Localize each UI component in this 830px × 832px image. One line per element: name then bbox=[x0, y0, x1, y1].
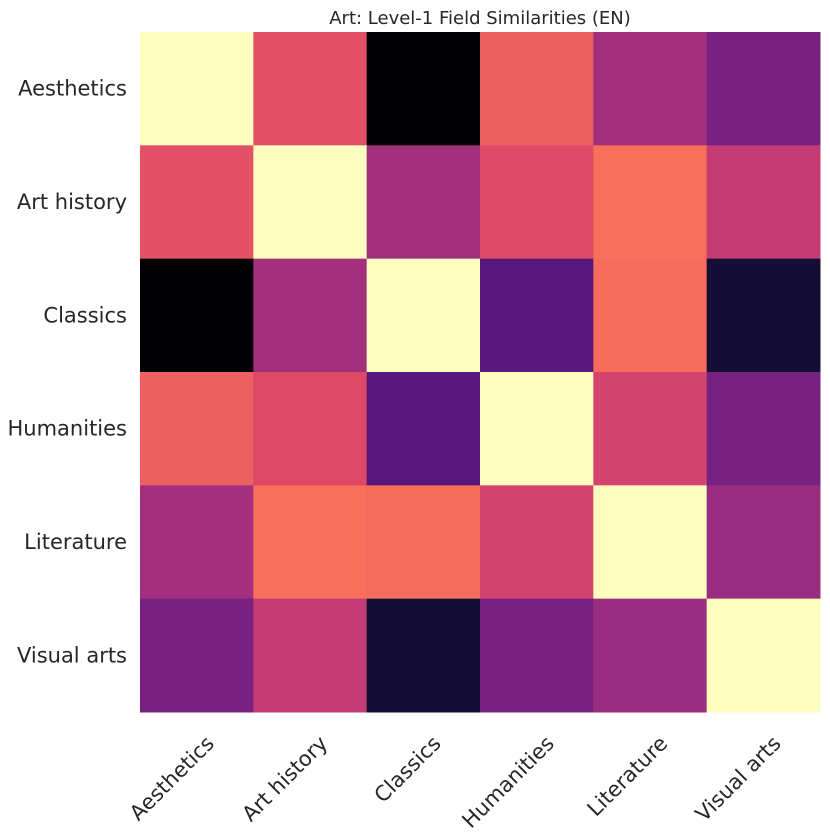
heatmap-cell bbox=[253, 598, 368, 713]
heatmap-cell bbox=[366, 598, 481, 713]
heatmap-cell bbox=[253, 372, 368, 486]
heatmap-cell bbox=[253, 258, 368, 373]
heatmap-cell bbox=[140, 372, 254, 486]
x-tick-label: Visual arts bbox=[691, 731, 786, 826]
heatmap-cell bbox=[140, 32, 254, 146]
heatmap-cell bbox=[593, 372, 708, 486]
heatmap-cell bbox=[366, 485, 481, 600]
heatmap-cell bbox=[140, 598, 254, 713]
heatmap-cell bbox=[706, 32, 821, 146]
x-tick-label: Humanities bbox=[457, 731, 558, 832]
y-axis-tick-labels: Aesthetics Art history Classics Humanities L… bbox=[8, 77, 128, 668]
heatmap-cell bbox=[366, 258, 481, 373]
heatmap-cell bbox=[593, 32, 708, 146]
y-tick-label: Art history bbox=[17, 190, 127, 214]
heatmap-cell bbox=[706, 145, 821, 260]
y-tick-label: Literature bbox=[24, 530, 127, 554]
heatmap-cell bbox=[593, 485, 708, 600]
heatmap-cell bbox=[480, 372, 594, 486]
y-tick-label: Visual arts bbox=[17, 643, 127, 667]
heatmap-cell bbox=[480, 258, 594, 373]
heatmap-cell bbox=[366, 32, 481, 146]
x-tick-label: Classics bbox=[370, 731, 446, 807]
heatmap-cell bbox=[706, 485, 821, 600]
x-tick-label: Art history bbox=[237, 731, 332, 826]
heatmap-cell bbox=[593, 145, 708, 260]
heatmap-cell bbox=[706, 598, 821, 713]
y-tick-label: Classics bbox=[43, 303, 127, 327]
x-axis-tick-labels: Aesthetics Art history Classics Humanities L… bbox=[125, 731, 786, 832]
heatmap-cell bbox=[480, 485, 594, 600]
x-tick-label: Aesthetics bbox=[125, 731, 219, 825]
y-tick-label: Aesthetics bbox=[18, 77, 127, 101]
chart-title: Art: Level-1 Field Similarities (EN) bbox=[329, 8, 631, 29]
heatmap-cell bbox=[480, 145, 594, 260]
heatmap-cell bbox=[140, 258, 254, 373]
heatmap-cells bbox=[140, 32, 821, 713]
heatmap-cell bbox=[253, 32, 368, 146]
heatmap-cell bbox=[366, 145, 481, 260]
heatmap-cell bbox=[253, 145, 368, 260]
heatmap-cell bbox=[140, 485, 254, 600]
heatmap-cell bbox=[593, 598, 708, 713]
x-tick-label: Literature bbox=[583, 731, 673, 821]
heatmap-cell bbox=[593, 258, 708, 373]
heatmap-cell bbox=[366, 372, 481, 486]
heatmap-cell bbox=[480, 32, 594, 146]
heatmap-cell bbox=[706, 258, 821, 373]
heatmap-cell bbox=[480, 598, 594, 713]
y-tick-label: Humanities bbox=[8, 417, 128, 441]
heatmap-cell bbox=[706, 372, 821, 486]
heatmap-cell bbox=[140, 145, 254, 260]
heatmap-cell bbox=[253, 485, 368, 600]
